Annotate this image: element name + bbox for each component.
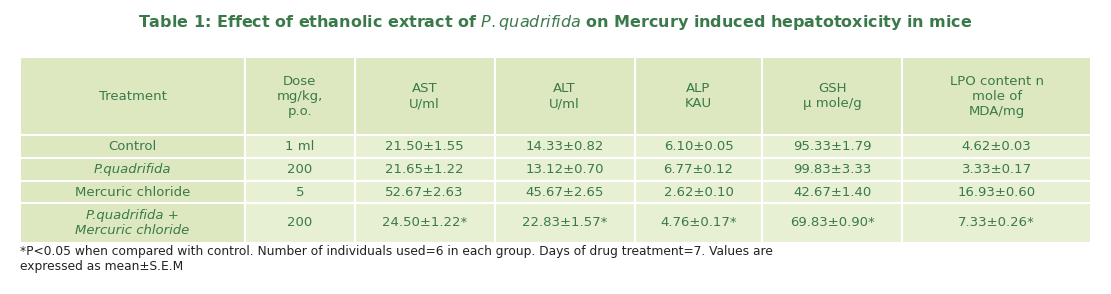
Text: 13.12±0.70: 13.12±0.70 [526,163,604,176]
Bar [20,135,1091,158]
Text: 200: 200 [288,216,312,230]
Text: LPO content n
mole of
MDA/mg: LPO content n mole of MDA/mg [950,75,1043,118]
Text: 45.67±2.65: 45.67±2.65 [526,186,603,198]
Text: 52.67±2.63: 52.67±2.63 [386,186,464,198]
Text: 6.77±0.12: 6.77±0.12 [663,163,733,176]
Text: P.quadrifida: P.quadrifida [93,163,171,176]
Text: Table 1: Effect of ethanolic extract of $\mathit{P.quadrifida}$ on Mercury induc: Table 1: Effect of ethanolic extract of … [138,13,973,32]
Text: 4.76±0.17*: 4.76±0.17* [660,216,737,230]
Text: Control: Control [109,140,157,153]
Text: 22.83±1.57*: 22.83±1.57* [522,216,608,230]
Text: 42.67±1.40: 42.67±1.40 [793,186,871,198]
Text: ALP
KAU: ALP KAU [685,82,712,110]
Text: Treatment: Treatment [99,90,167,103]
Text: 99.83±3.33: 99.83±3.33 [793,163,871,176]
Text: AST
U/ml: AST U/ml [409,82,440,110]
Text: 200: 200 [288,163,312,176]
Text: 95.33±1.79: 95.33±1.79 [793,140,872,153]
Text: GSH
μ mole/g: GSH μ mole/g [803,82,862,110]
Text: 21.50±1.55: 21.50±1.55 [386,140,464,153]
Text: 14.33±0.82: 14.33±0.82 [526,140,603,153]
Bar [20,57,246,243]
Text: 3.33±0.17: 3.33±0.17 [962,163,1032,176]
Text: 16.93±0.60: 16.93±0.60 [958,186,1035,198]
Text: 24.50±1.22*: 24.50±1.22* [382,216,468,230]
Text: ALT
U/ml: ALT U/ml [549,82,580,110]
Bar [20,57,1091,135]
Text: Mercuric chloride: Mercuric chloride [74,186,190,198]
Text: Dose
mg/kg,
p.o.: Dose mg/kg, p.o. [277,75,323,118]
Text: 4.62±0.03: 4.62±0.03 [962,140,1031,153]
Text: 1 ml: 1 ml [286,140,314,153]
Text: 7.33±0.26*: 7.33±0.26* [959,216,1035,230]
Bar [20,203,1091,243]
Bar [20,158,1091,181]
Text: P.quadrifida +
Mercuric chloride: P.quadrifida + Mercuric chloride [76,209,190,237]
Text: *P<0.05 when compared with control. Number of individuals used=6 in each group. : *P<0.05 when compared with control. Numb… [20,245,773,273]
Text: 5: 5 [296,186,304,198]
Text: 21.65±1.22: 21.65±1.22 [386,163,464,176]
Bar [20,181,1091,203]
Text: 2.62±0.10: 2.62±0.10 [663,186,733,198]
Text: 69.83±0.90*: 69.83±0.90* [790,216,874,230]
Text: 6.10±0.05: 6.10±0.05 [663,140,733,153]
